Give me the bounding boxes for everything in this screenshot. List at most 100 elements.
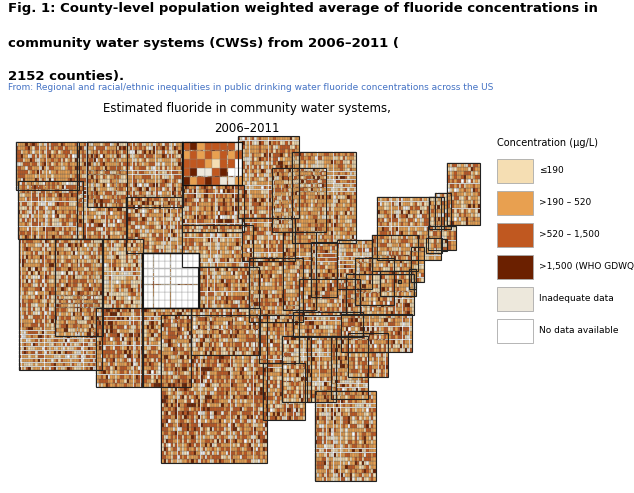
Bar — [30, 142, 32, 146]
Bar — [191, 228, 194, 232]
Bar — [184, 151, 187, 155]
Bar — [108, 329, 110, 333]
Bar — [252, 169, 254, 173]
Bar — [180, 367, 182, 371]
Bar — [70, 267, 72, 271]
Bar — [184, 164, 187, 168]
Bar — [224, 229, 227, 233]
Bar — [352, 172, 354, 176]
Bar — [311, 277, 313, 281]
Bar — [61, 182, 63, 186]
Bar — [301, 169, 302, 172]
Bar — [164, 292, 165, 296]
Bar — [242, 252, 245, 257]
Bar — [226, 379, 228, 383]
Bar — [434, 243, 436, 247]
Bar — [382, 222, 384, 226]
Bar — [147, 296, 149, 300]
Bar — [149, 313, 152, 317]
Bar — [165, 183, 167, 187]
Bar — [294, 356, 296, 361]
Bar — [285, 185, 288, 189]
Bar — [261, 451, 262, 455]
Bar — [208, 181, 210, 185]
Bar — [327, 307, 330, 311]
Bar — [131, 304, 133, 308]
Bar — [292, 165, 295, 169]
Bar — [142, 358, 145, 362]
Bar — [42, 287, 44, 291]
Bar — [156, 379, 158, 383]
Bar — [187, 146, 189, 150]
Bar — [63, 150, 65, 154]
Bar — [37, 279, 40, 282]
Bar — [220, 211, 223, 215]
Bar — [404, 251, 406, 255]
Bar — [263, 315, 266, 319]
Bar — [198, 296, 200, 300]
Bar — [187, 246, 189, 250]
Bar — [54, 362, 56, 366]
Bar — [126, 245, 128, 249]
Bar — [233, 291, 235, 296]
Bar — [351, 341, 353, 345]
Bar — [44, 271, 47, 275]
Bar — [36, 181, 39, 185]
Bar — [311, 293, 313, 297]
Bar — [264, 244, 266, 248]
Bar — [81, 275, 84, 279]
Bar — [195, 261, 197, 265]
Bar — [154, 269, 156, 273]
Bar — [265, 399, 268, 403]
Bar — [363, 380, 365, 384]
Bar — [210, 287, 212, 291]
Bar — [189, 407, 191, 411]
Bar — [281, 169, 284, 172]
Bar — [22, 291, 23, 295]
Bar — [299, 306, 302, 310]
Bar — [265, 335, 268, 339]
Bar — [70, 320, 73, 323]
Bar — [189, 142, 191, 146]
Bar — [235, 343, 237, 347]
Bar — [72, 263, 74, 267]
Bar — [49, 158, 51, 162]
Bar — [59, 300, 61, 303]
Bar — [105, 223, 108, 227]
Bar — [98, 354, 100, 358]
Bar — [410, 279, 411, 284]
Bar — [131, 158, 133, 162]
Bar — [24, 295, 26, 299]
Bar — [117, 186, 120, 190]
Bar — [100, 304, 103, 308]
Bar — [360, 303, 363, 307]
Bar — [180, 202, 182, 205]
Bar — [358, 279, 361, 283]
Bar — [338, 208, 340, 211]
Bar — [214, 351, 217, 355]
Bar — [225, 194, 228, 198]
Bar — [354, 408, 357, 412]
Bar — [165, 358, 167, 362]
Bar — [261, 206, 264, 210]
Bar — [77, 267, 80, 271]
Bar — [227, 238, 230, 242]
Bar — [213, 250, 215, 254]
Bar — [36, 222, 39, 226]
Bar — [252, 279, 254, 283]
Bar — [417, 273, 418, 278]
Bar — [214, 321, 216, 325]
Bar — [360, 353, 362, 357]
Bar — [320, 311, 323, 315]
Bar — [215, 142, 217, 146]
Bar — [108, 317, 110, 320]
Bar — [338, 424, 340, 428]
Bar — [142, 146, 144, 150]
Bar — [349, 265, 351, 269]
Bar — [150, 210, 152, 213]
Bar — [282, 361, 284, 365]
Bar — [136, 375, 138, 379]
Bar — [110, 191, 112, 195]
Bar — [349, 274, 351, 278]
Bar — [205, 383, 207, 387]
